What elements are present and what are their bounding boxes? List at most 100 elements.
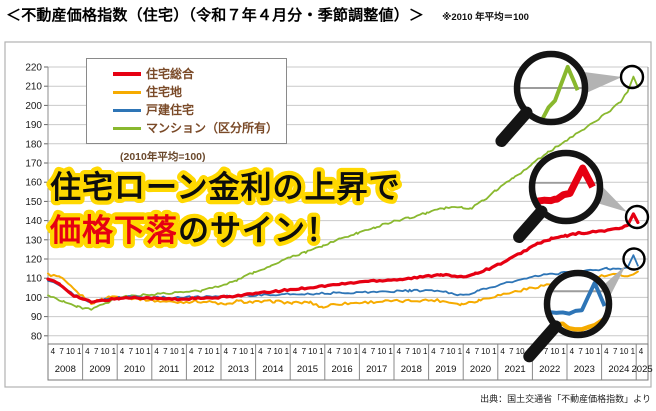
svg-text:7: 7 — [405, 347, 410, 356]
svg-text:4: 4 — [154, 347, 159, 356]
svg-text:10: 10 — [585, 347, 594, 356]
svg-text:100: 100 — [25, 293, 42, 304]
svg-text:1: 1 — [458, 347, 463, 356]
svg-text:90: 90 — [31, 312, 43, 323]
svg-text:1: 1 — [181, 347, 186, 356]
svg-text:4: 4 — [189, 347, 194, 356]
svg-text:7: 7 — [129, 347, 134, 356]
svg-text:80: 80 — [31, 331, 43, 342]
svg-text:2013: 2013 — [228, 364, 249, 375]
svg-text:4: 4 — [51, 347, 56, 356]
svg-text:10: 10 — [516, 347, 525, 356]
svg-text:1: 1 — [319, 347, 324, 356]
svg-text:140: 140 — [25, 216, 42, 227]
svg-text:1: 1 — [77, 347, 82, 356]
svg-text:7: 7 — [440, 347, 445, 356]
legend-label: 戸建住宅 — [146, 103, 195, 117]
svg-text:10: 10 — [204, 347, 213, 356]
svg-text:7: 7 — [371, 347, 376, 356]
legend-item-kodate: 戸建住宅 — [113, 104, 284, 116]
legend-item-takuchi: 住宅地 — [113, 86, 284, 98]
svg-text:180: 180 — [25, 139, 42, 150]
svg-text:1: 1 — [596, 347, 601, 356]
svg-text:4: 4 — [293, 347, 298, 356]
legend-swatch-sogo — [113, 72, 141, 76]
svg-text:10: 10 — [447, 347, 456, 356]
svg-text:2010: 2010 — [124, 364, 145, 375]
svg-text:10: 10 — [274, 347, 283, 356]
magnifier-0 — [495, 50, 589, 147]
legend-swatch-kodate — [113, 108, 141, 112]
page-title: ＜不動産価格指数（住宅）（令和７年４月分・季節調整値）＞ — [6, 7, 425, 24]
legend-item-sogo: 住宅総合 — [113, 68, 284, 80]
svg-text:1: 1 — [561, 347, 566, 356]
legend-swatch-mansion — [113, 126, 141, 130]
svg-text:10: 10 — [412, 347, 421, 356]
legend-swatch-takuchi — [113, 90, 141, 94]
endpoint-circle — [622, 247, 646, 271]
page-header: ＜不動産価格指数（住宅）（令和７年４月分・季節調整値）＞ ※2010 年平均＝1… — [6, 4, 529, 25]
svg-text:10: 10 — [481, 347, 490, 356]
legend-label: マンション（区分所有） — [146, 121, 279, 135]
svg-text:4: 4 — [604, 347, 609, 356]
svg-text:7: 7 — [94, 347, 99, 356]
legend-label: 住宅地 — [146, 85, 183, 99]
axis-base-note: (2010年平均=100) — [120, 151, 206, 163]
svg-text:2016: 2016 — [332, 364, 353, 375]
overlay-line1: 住宅ローン金利の上昇で — [50, 170, 400, 205]
svg-text:7: 7 — [232, 347, 237, 356]
magnifier-ring — [528, 149, 604, 225]
magnifier-handle — [523, 320, 562, 363]
svg-text:7: 7 — [475, 347, 480, 356]
svg-text:210: 210 — [25, 82, 42, 93]
svg-text:10: 10 — [135, 347, 144, 356]
magnifier-2 — [523, 269, 613, 363]
svg-text:4: 4 — [224, 347, 229, 356]
svg-text:220: 220 — [25, 63, 42, 74]
svg-text:10: 10 — [377, 347, 386, 356]
magnifier-ring — [543, 269, 613, 339]
svg-text:1: 1 — [215, 347, 220, 356]
svg-text:2022: 2022 — [539, 364, 560, 375]
chart-legend: 住宅総合 住宅地 戸建住宅 マンション（区分所有） — [86, 58, 287, 144]
svg-text:7: 7 — [613, 347, 618, 356]
index-base-note: ※2010 年平均＝100 — [442, 12, 529, 23]
svg-text:7: 7 — [578, 347, 583, 356]
svg-text:2021: 2021 — [505, 364, 526, 375]
svg-text:190: 190 — [25, 120, 42, 131]
svg-text:1: 1 — [354, 347, 359, 356]
svg-text:2008: 2008 — [55, 364, 76, 375]
svg-text:7: 7 — [59, 347, 64, 356]
svg-text:2017: 2017 — [366, 364, 387, 375]
svg-text:1: 1 — [112, 347, 117, 356]
svg-text:1: 1 — [388, 347, 393, 356]
svg-text:1: 1 — [631, 347, 636, 356]
magnifier-handle — [495, 106, 533, 147]
svg-text:2014: 2014 — [262, 364, 283, 375]
svg-text:2015: 2015 — [297, 364, 318, 375]
svg-text:7: 7 — [267, 347, 272, 356]
source-credit: 出典：国土交通省「不動産価格指数」より — [480, 394, 651, 404]
svg-text:1: 1 — [146, 347, 151, 356]
svg-text:1: 1 — [492, 347, 497, 356]
endpoint-circle — [619, 64, 645, 90]
svg-text:1: 1 — [423, 347, 428, 356]
svg-text:170: 170 — [25, 159, 42, 170]
svg-text:10: 10 — [550, 347, 559, 356]
svg-text:7: 7 — [302, 347, 307, 356]
svg-text:10: 10 — [620, 347, 629, 356]
svg-text:4: 4 — [85, 347, 90, 356]
svg-text:1: 1 — [250, 347, 255, 356]
svg-text:10: 10 — [66, 347, 75, 356]
svg-text:4: 4 — [362, 347, 367, 356]
legend-label: 住宅総合 — [146, 67, 195, 81]
svg-text:4: 4 — [431, 347, 436, 356]
svg-text:2012: 2012 — [193, 364, 214, 375]
svg-text:1: 1 — [285, 347, 290, 356]
svg-text:4: 4 — [466, 347, 471, 356]
overlay-line2: 価格下落のサイン！ — [49, 213, 338, 248]
svg-text:160: 160 — [25, 178, 42, 189]
